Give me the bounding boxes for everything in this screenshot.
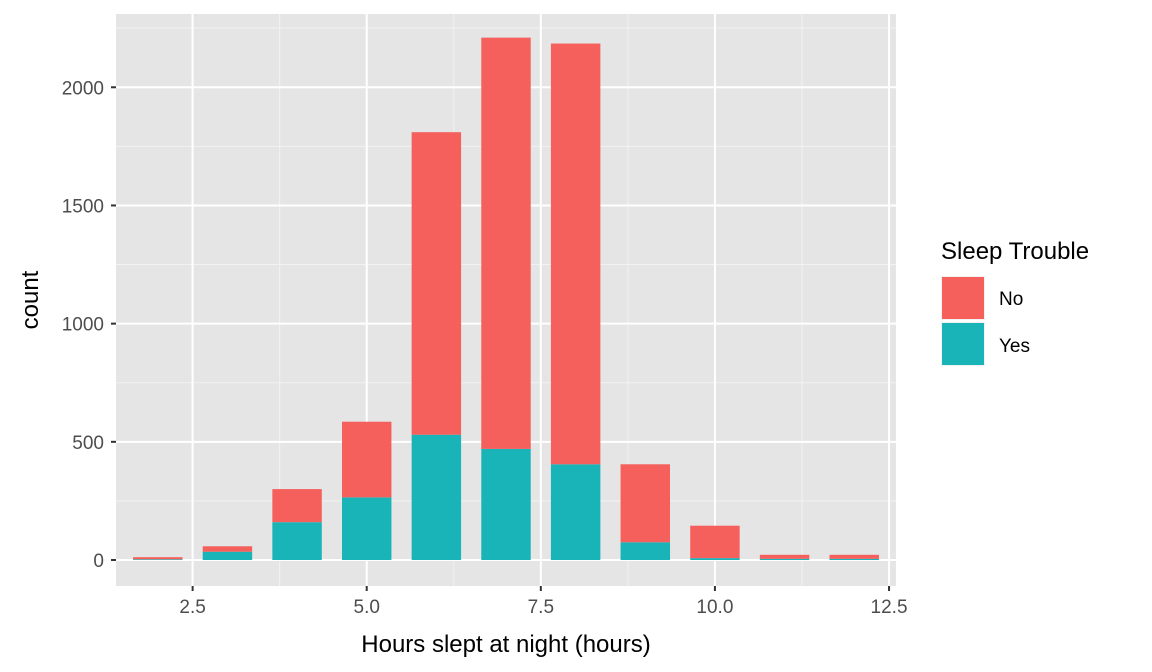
y-axis: 0 500 1000 1500 2000 [62,78,116,572]
legend-title: Sleep Trouble [941,238,1089,265]
y-tick-label: 1000 [62,315,104,336]
bar-no-11 [759,554,810,559]
legend-label-no: No [999,289,1023,310]
bar-no-10 [690,525,740,559]
y-tick-label: 0 [93,551,104,572]
bar-no-2 [133,557,183,560]
bar-no-7 [481,37,531,449]
y-axis-title: count [17,270,44,329]
bar-yes-6 [411,434,462,560]
x-tick-label: 10.0 [696,597,733,618]
legend-key-yes [942,323,984,365]
bar-no-8 [550,43,601,465]
bar-yes-10 [690,558,740,560]
x-tick-label: 7.5 [528,597,554,618]
bar-no-5 [341,421,392,498]
bar-yes-7 [481,448,531,560]
x-tick-label: 2.5 [179,597,205,618]
y-tick-label: 2000 [62,78,104,99]
legend-key-no [942,277,984,319]
bar-yes-12 [829,558,879,560]
bar-no-4 [272,489,322,523]
bar-yes-11 [759,558,810,560]
bar-yes-9 [620,542,671,560]
bar-no-3 [202,546,253,552]
bars [133,37,879,560]
x-axis-title: Hours slept at night (hours) [361,631,650,658]
x-axis: 2.5 5.0 7.5 10.0 12.5 [179,586,908,618]
x-tick-label: 5.0 [354,597,380,618]
bar-yes-4 [272,522,322,560]
legend-label-yes: Yes [999,336,1030,357]
x-tick-label: 12.5 [871,597,908,618]
bar-no-9 [620,464,671,543]
legend: Sleep Trouble No Yes [941,238,1089,366]
y-tick-label: 1500 [62,196,104,217]
bar-yes-8 [550,464,601,560]
bar-no-12 [829,554,879,559]
bar-yes-3 [202,551,253,560]
bar-no-6 [411,132,462,435]
bar-yes-2 [133,559,183,560]
y-tick-label: 500 [72,433,104,454]
bar-yes-5 [341,497,392,560]
